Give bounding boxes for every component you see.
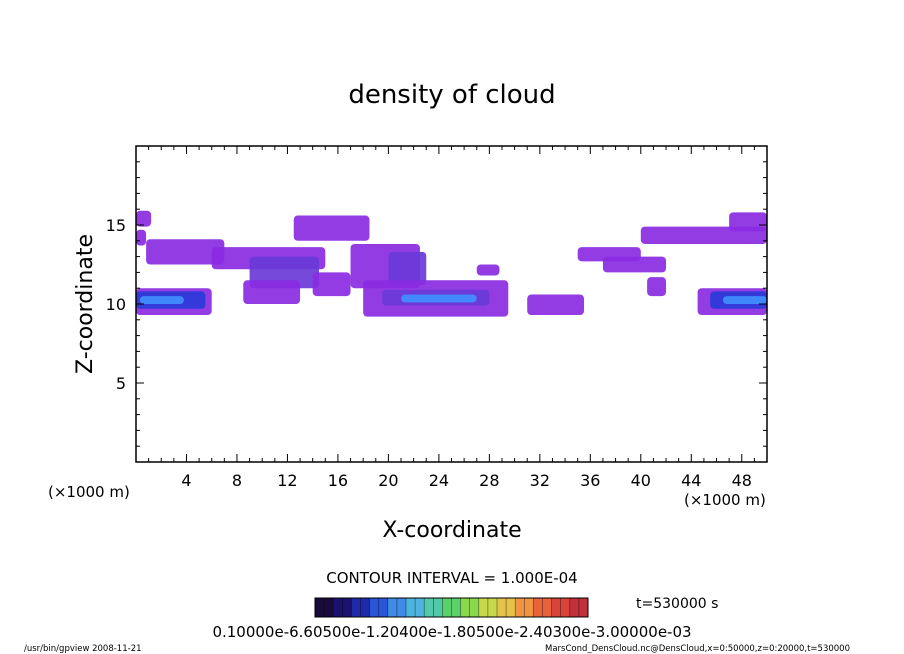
y-tick-label: 15 <box>106 216 126 235</box>
cloud-region-18 <box>729 212 767 232</box>
colorbar-segment <box>396 598 407 617</box>
colorbar-segment <box>578 598 589 617</box>
colorbar-segment <box>487 598 498 617</box>
colorbar-segment <box>406 598 416 617</box>
x-unit-label: (×1000 m) <box>684 491 766 509</box>
cloud-region-22 <box>139 296 184 304</box>
chart-title: density of cloud <box>348 80 555 110</box>
cloud-region-14 <box>527 294 585 316</box>
colorbar-segment <box>469 598 480 617</box>
x-tick-label: 20 <box>378 471 398 490</box>
colorbar-frame <box>314 597 589 618</box>
colorbar-segment <box>424 598 434 617</box>
footer-program-info: /usr/bin/gpview 2008-11-21 <box>24 644 142 654</box>
colorbar-segment <box>542 598 552 617</box>
colorbar-segment <box>342 598 352 617</box>
x-tick-label: 40 <box>631 471 651 490</box>
contour-interval-label: CONTOUR INTERVAL = 1.000E-04 <box>326 569 577 587</box>
x-tick-label: 8 <box>232 471 242 490</box>
colorbar-segment <box>378 598 389 617</box>
cloud-density-layer <box>136 210 767 317</box>
x-tick-label: 32 <box>530 471 550 490</box>
colorbar-segment <box>515 598 525 617</box>
colorbar-segment <box>506 598 516 617</box>
time-label: t=530000 s <box>636 596 718 612</box>
cloud-region-7 <box>312 272 351 297</box>
x-tick-label: 48 <box>732 471 752 490</box>
z-unit-label: (×1000 m) <box>48 483 130 501</box>
cloud-region-13 <box>476 264 500 276</box>
colorbar-segment <box>524 598 534 617</box>
cloud-region-1 <box>136 229 147 246</box>
colorbar-segment <box>478 598 489 617</box>
colorbar-segment <box>451 598 461 617</box>
x-axis-label: X-coordinate <box>382 518 521 543</box>
colorbar-segment <box>369 598 379 617</box>
footer-file-info: MarsCond_DensCloud.nc@DensCloud,x=0:5000… <box>545 644 850 654</box>
cloud-region-9 <box>388 251 427 286</box>
colorbar-tick-labels: 0.10000e-6.60500e-1.20400e-1.80500e-2.40… <box>212 623 691 641</box>
colorbar-segment <box>333 598 343 617</box>
colorbar-segment <box>560 598 571 617</box>
x-tick-label: 44 <box>681 471 701 490</box>
colorbar-segment <box>315 598 325 617</box>
x-tick-label: 4 <box>181 471 191 490</box>
cloud-region-25 <box>722 296 767 304</box>
x-tick-label: 24 <box>429 471 449 490</box>
cloud-region-5 <box>243 280 301 304</box>
cloud-region-0 <box>136 210 152 227</box>
cloud-region-6 <box>293 215 370 241</box>
colorbar-segment <box>569 598 580 617</box>
x-tick-label: 28 <box>479 471 499 490</box>
colorbar-segment <box>442 598 452 617</box>
colorbar-segment <box>460 598 470 617</box>
y-tick-label: 10 <box>106 295 126 314</box>
x-tick-label: 36 <box>580 471 600 490</box>
cloud-region-16 <box>602 256 667 273</box>
colorbar-segment <box>497 598 507 617</box>
colorbar-segment <box>351 598 361 617</box>
colorbar-segment <box>433 598 443 617</box>
colorbar-segment <box>324 598 334 617</box>
x-tick-label: 16 <box>328 471 348 490</box>
cloud-region-2 <box>146 239 225 265</box>
colorbar-segment <box>387 598 398 617</box>
colorbar-segment <box>533 598 543 617</box>
colorbar-segment <box>360 598 370 617</box>
y-axis-label: Z-coordinate <box>73 234 98 374</box>
colorbar <box>314 598 589 617</box>
cloud-region-19 <box>647 277 667 297</box>
colorbar-segment <box>551 598 561 617</box>
x-tick-label: 12 <box>277 471 297 490</box>
colorbar-segment <box>415 598 425 617</box>
y-tick-label: 5 <box>116 374 126 393</box>
cloud-region-12 <box>401 294 477 303</box>
